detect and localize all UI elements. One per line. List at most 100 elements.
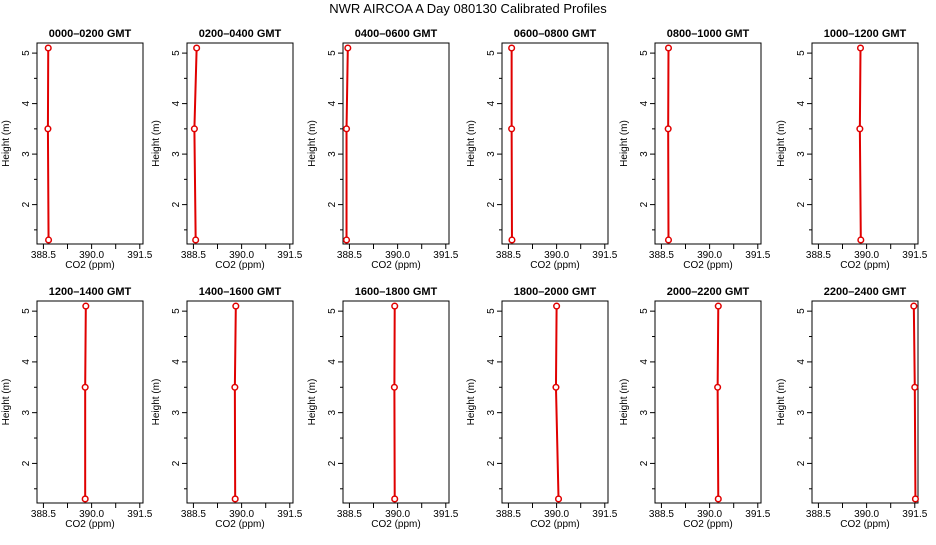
y-tick-label: 4 bbox=[639, 100, 650, 106]
y-tick-label: 3 bbox=[327, 151, 338, 157]
data-point bbox=[715, 496, 721, 502]
profile-line bbox=[347, 48, 348, 240]
y-tick-label: 2 bbox=[796, 460, 807, 466]
data-point bbox=[344, 237, 350, 243]
x-tick-label: 391.5 bbox=[902, 509, 927, 520]
y-tick-label: 4 bbox=[639, 359, 650, 365]
data-point bbox=[666, 237, 672, 243]
y-tick-label: 2 bbox=[21, 460, 32, 466]
data-point bbox=[912, 384, 918, 390]
y-tick-label: 4 bbox=[21, 100, 32, 106]
y-axis-label: Height (m) bbox=[307, 120, 318, 167]
panel-title: 0400–0600 GMT bbox=[355, 28, 438, 40]
x-axis-label: CO2 (ppm) bbox=[530, 519, 579, 530]
panel-title: 1400–1600 GMT bbox=[199, 286, 282, 298]
x-tick-label: 391.5 bbox=[592, 509, 617, 520]
x-axis-label: CO2 (ppm) bbox=[683, 260, 732, 271]
plot-frame bbox=[502, 301, 608, 503]
data-point bbox=[45, 45, 51, 51]
y-tick-label: 5 bbox=[639, 50, 650, 56]
x-axis-label: CO2 (ppm) bbox=[840, 519, 889, 530]
y-tick-label: 2 bbox=[21, 201, 32, 207]
x-axis-label: CO2 (ppm) bbox=[215, 260, 264, 271]
y-tick-label: 2 bbox=[639, 201, 650, 207]
x-tick-label: 388.5 bbox=[31, 250, 56, 261]
data-point bbox=[82, 384, 88, 390]
profile-line bbox=[860, 48, 861, 240]
x-axis-label: CO2 (ppm) bbox=[530, 260, 579, 271]
data-point bbox=[911, 303, 917, 309]
plot-frame bbox=[655, 301, 761, 503]
y-tick-label: 3 bbox=[796, 409, 807, 415]
data-point bbox=[46, 237, 52, 243]
y-tick-label: 4 bbox=[796, 100, 807, 106]
data-point bbox=[554, 303, 560, 309]
y-axis-label: Height (m) bbox=[1, 120, 12, 167]
y-tick-label: 3 bbox=[327, 409, 338, 415]
y-tick-label: 2 bbox=[796, 201, 807, 207]
data-point bbox=[83, 303, 89, 309]
data-point bbox=[232, 496, 238, 502]
y-tick-label: 4 bbox=[171, 359, 182, 365]
x-tick-label: 391.5 bbox=[745, 250, 770, 261]
plot-frame bbox=[343, 43, 449, 244]
y-tick-label: 3 bbox=[796, 151, 807, 157]
data-point bbox=[665, 126, 671, 132]
y-tick-label: 5 bbox=[486, 50, 497, 56]
profile-line bbox=[194, 48, 196, 240]
x-axis-label: CO2 (ppm) bbox=[65, 519, 114, 530]
x-tick-label: 388.5 bbox=[496, 250, 521, 261]
y-tick-label: 4 bbox=[796, 359, 807, 365]
y-axis-label: Height (m) bbox=[466, 120, 477, 167]
data-point bbox=[45, 126, 51, 132]
y-tick-label: 3 bbox=[171, 151, 182, 157]
profile-line bbox=[556, 306, 559, 499]
y-axis-label: Height (m) bbox=[619, 379, 630, 426]
panel-title: 1600–1800 GMT bbox=[355, 286, 438, 298]
y-tick-label: 2 bbox=[327, 460, 338, 466]
data-point bbox=[913, 496, 919, 502]
y-tick-label: 2 bbox=[171, 201, 182, 207]
panel-title: 1200–1400 GMT bbox=[49, 286, 132, 298]
panel-title: 2200–2400 GMT bbox=[824, 286, 907, 298]
plot-frame bbox=[187, 43, 293, 244]
plot-frame bbox=[187, 301, 293, 503]
x-axis-label: CO2 (ppm) bbox=[371, 260, 420, 271]
y-tick-label: 4 bbox=[327, 100, 338, 106]
y-tick-label: 5 bbox=[21, 308, 32, 314]
x-tick-label: 391.5 bbox=[277, 250, 302, 261]
data-point bbox=[392, 384, 398, 390]
panel-title: 0600–0800 GMT bbox=[514, 28, 597, 40]
plot-frame bbox=[37, 301, 143, 503]
y-tick-label: 4 bbox=[327, 359, 338, 365]
y-tick-label: 2 bbox=[327, 201, 338, 207]
panel-title: 1800–2000 GMT bbox=[514, 286, 597, 298]
x-axis-label: CO2 (ppm) bbox=[840, 260, 889, 271]
data-point bbox=[858, 45, 864, 51]
panel-title: 0000–0200 GMT bbox=[49, 28, 132, 40]
x-tick-label: 391.5 bbox=[433, 509, 458, 520]
x-tick-label: 388.5 bbox=[806, 250, 831, 261]
data-point bbox=[194, 45, 200, 51]
data-point bbox=[192, 126, 198, 132]
x-tick-label: 391.5 bbox=[592, 250, 617, 261]
y-tick-label: 2 bbox=[486, 201, 497, 207]
x-axis-label: CO2 (ppm) bbox=[215, 519, 264, 530]
profile-line bbox=[48, 48, 49, 240]
x-axis-label: CO2 (ppm) bbox=[65, 260, 114, 271]
y-tick-label: 2 bbox=[171, 460, 182, 466]
y-tick-label: 5 bbox=[171, 308, 182, 314]
x-axis-label: CO2 (ppm) bbox=[371, 519, 420, 530]
panel-title: 0800–1000 GMT bbox=[667, 28, 750, 40]
data-point bbox=[509, 45, 515, 51]
data-point bbox=[392, 303, 398, 309]
y-tick-label: 3 bbox=[171, 409, 182, 415]
y-tick-label: 5 bbox=[327, 50, 338, 56]
